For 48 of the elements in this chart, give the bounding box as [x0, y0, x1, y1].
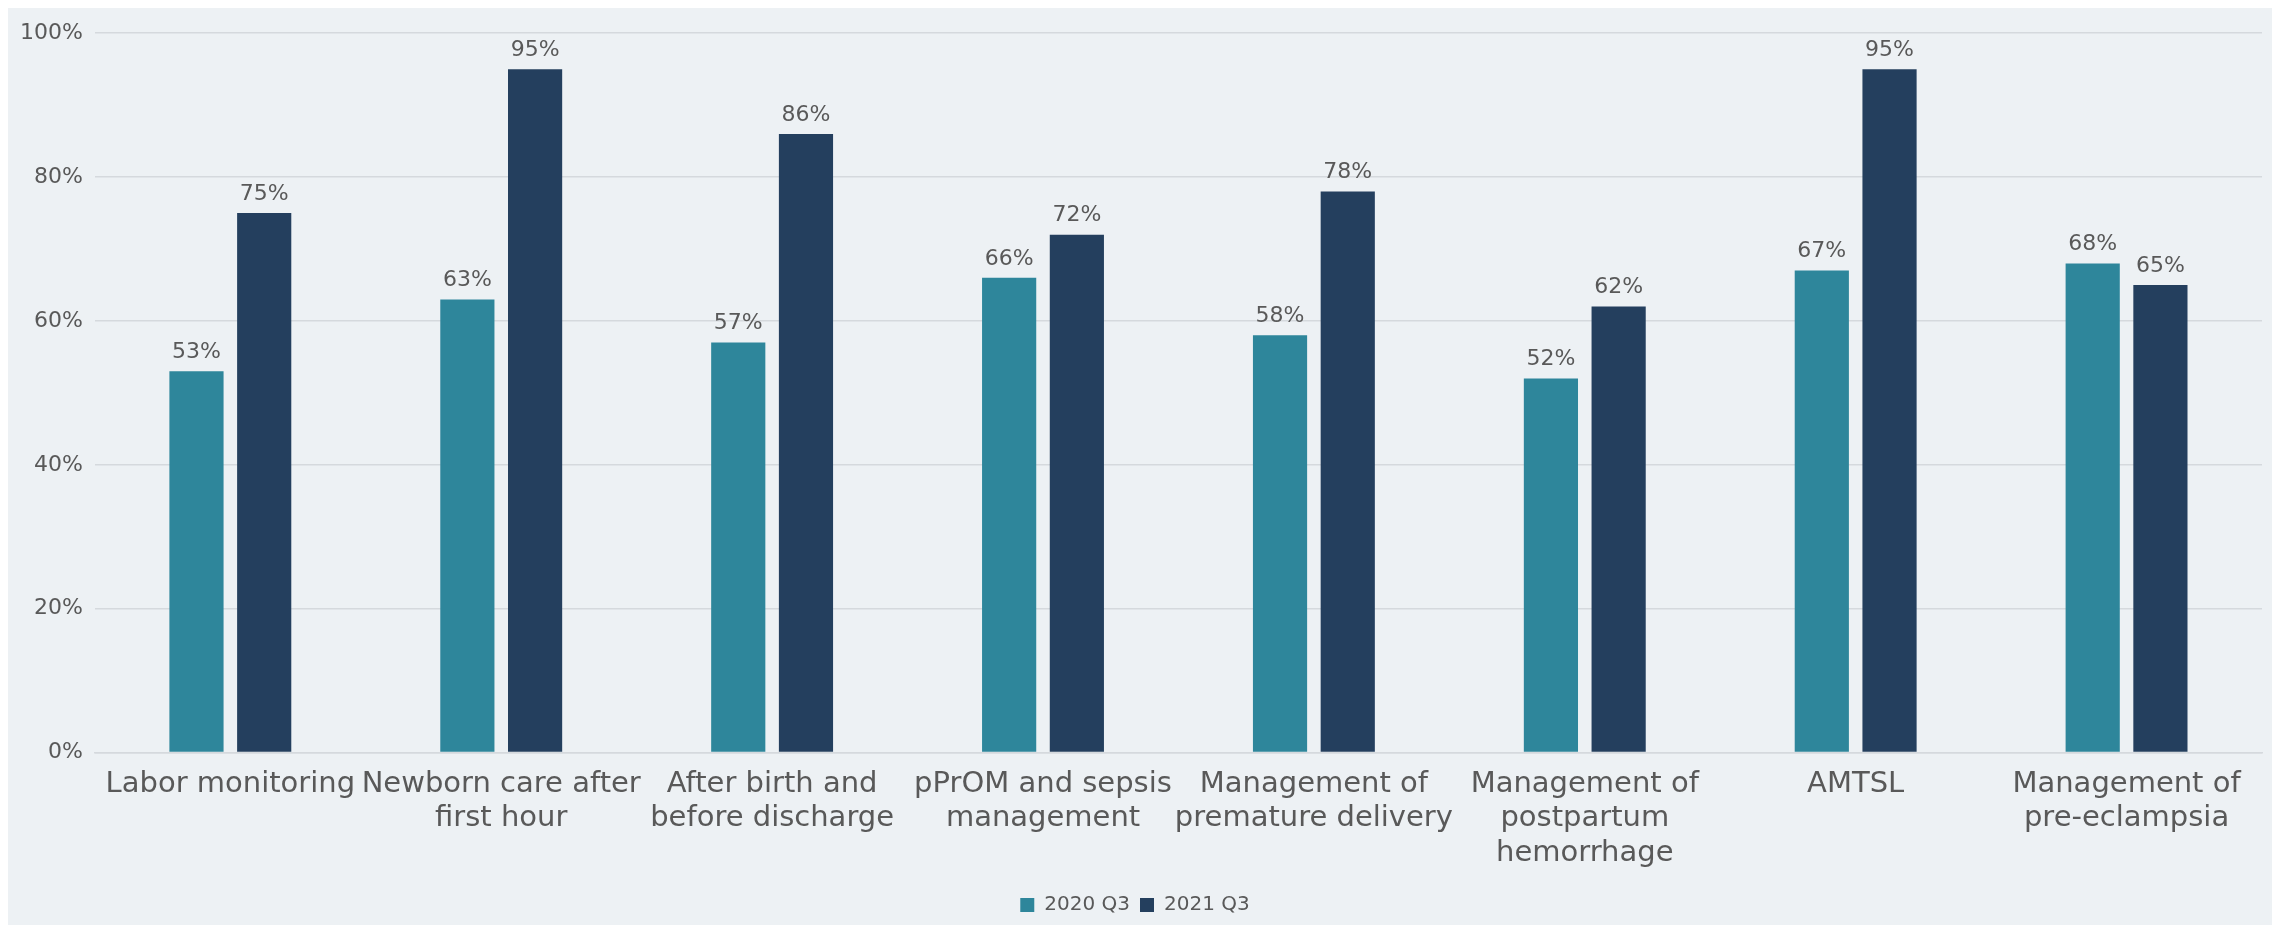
x-tick-label: Management of postpartum hemorrhage — [1470, 764, 1700, 869]
bar — [1049, 234, 1104, 752]
x-tick-label: Management of premature delivery — [1174, 764, 1453, 834]
x-tick-label: pPrOM and sepsis management — [914, 764, 1172, 834]
x-tick-label: After birth and before discharge — [650, 764, 895, 834]
data-label: 53% — [172, 338, 221, 364]
data-label: 57% — [713, 309, 763, 335]
bar — [1862, 69, 1917, 752]
y-tick-label: 0% — [47, 738, 83, 764]
x-tick-label: Management of pre-eclampsia — [2012, 764, 2242, 834]
x-tick-label: Labor monitoring — [105, 764, 356, 799]
data-label: 95% — [1865, 35, 1914, 61]
y-tick-label: 20% — [33, 594, 83, 620]
data-label: 75% — [239, 179, 289, 205]
y-tick-label: 80% — [33, 162, 83, 188]
legend-label: 2020 Q3 — [1044, 891, 1131, 916]
bar — [711, 342, 766, 752]
data-label: 65% — [2135, 251, 2185, 277]
data-label: 78% — [1323, 158, 1373, 184]
bar — [1252, 335, 1308, 752]
bar — [1523, 378, 1579, 752]
data-label: 63% — [442, 266, 492, 292]
bar — [169, 371, 224, 752]
bar — [982, 277, 1037, 752]
bar — [1320, 191, 1375, 752]
bar — [508, 69, 563, 752]
data-label: 66% — [984, 244, 1034, 270]
bar — [2065, 263, 2120, 752]
bar — [1591, 306, 1646, 752]
x-tick-label: AMTSL — [1807, 764, 1905, 799]
bar — [2133, 284, 2188, 752]
data-label: 72% — [1052, 201, 1102, 227]
bar — [778, 133, 834, 752]
data-label: 52% — [1526, 345, 1576, 371]
data-label: 67% — [1797, 237, 1847, 263]
y-tick-label: 60% — [33, 306, 83, 332]
data-label: 62% — [1594, 273, 1644, 299]
y-tick-label: 40% — [33, 450, 83, 476]
y-tick-label: 100% — [19, 18, 83, 44]
data-label: 58% — [1255, 302, 1305, 328]
bar — [1794, 270, 1849, 752]
legend-label: 2021 Q3 — [1164, 891, 1250, 916]
data-label: 68% — [2068, 230, 2118, 256]
bar — [237, 213, 292, 752]
bar — [440, 299, 495, 752]
data-label: 95% — [510, 35, 560, 61]
data-label: 86% — [781, 100, 831, 126]
x-tick-label: Newborn care after first hour — [361, 764, 641, 834]
